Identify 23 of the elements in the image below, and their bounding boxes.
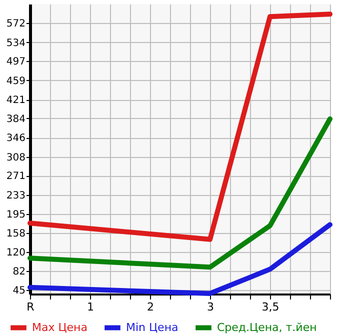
y-tick-label: 271 [6,171,26,182]
legend-label: Min Цена [126,320,178,334]
y-tick-label: 497 [6,56,26,68]
y-tick-label: 346 [6,133,26,144]
legend-label: Max Цена [32,320,88,334]
x-tick-label: 3 [207,300,214,314]
x-tick-label: 1 [87,300,94,314]
x-tick-label: R [26,300,35,314]
y-tick-label: 45 [12,285,26,296]
legend-label: Сред.Цена, т.йен [217,320,317,334]
y-tick-label: 421 [6,95,26,106]
y-tick-label: 534 [6,38,26,49]
y-tick-label: 572 [6,18,26,30]
y-tick-label: 459 [6,76,26,87]
y-tick-label: 308 [6,152,26,164]
y-tick-label: 195 [6,210,26,221]
y-tick-label: 384 [6,114,26,125]
y-tick-label: 158 [6,228,26,240]
x-tick-label: 2 [147,300,154,314]
y-tick-label: 120 [6,247,26,258]
x-tick-label: 3,5 [262,300,280,314]
y-tick-label: 233 [6,190,26,202]
y-tick-label: 82 [12,266,26,278]
